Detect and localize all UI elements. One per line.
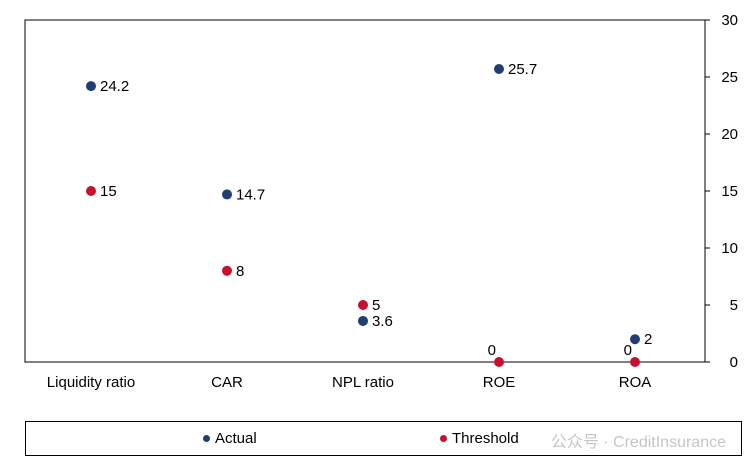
- legend-item-threshold: Threshold: [440, 422, 519, 455]
- data-label-actual: 3.6: [372, 313, 393, 330]
- y-tick-label: 15: [721, 183, 738, 200]
- data-label-actual: 25.7: [508, 61, 537, 78]
- plot-area-frame: [24, 19, 706, 363]
- data-point-threshold: [494, 357, 504, 367]
- data-label-threshold: 0: [624, 342, 632, 359]
- y-tick-label: 25: [721, 69, 738, 86]
- legend: Actual Threshold: [25, 421, 742, 456]
- legend-marker-threshold: [440, 435, 447, 442]
- y-tick-label: 10: [721, 240, 738, 257]
- data-points: [86, 64, 640, 367]
- legend-label-threshold: Threshold: [452, 430, 519, 447]
- legend-label-actual: Actual: [215, 430, 257, 447]
- x-tick-label: Liquidity ratio: [47, 374, 135, 391]
- data-label-threshold: 0: [488, 342, 496, 359]
- x-tick-label: NPL ratio: [332, 374, 394, 391]
- data-labels: 24.2 14.7 3.6 25.7 2 15 8 5 0 0: [100, 61, 652, 359]
- data-point-threshold: [358, 300, 368, 310]
- data-point-actual: [86, 81, 96, 92]
- y-tick-label: 30: [721, 12, 738, 29]
- data-label-threshold: 15: [100, 183, 117, 200]
- x-tick-label: ROE: [483, 374, 516, 391]
- data-label-actual: 24.2: [100, 78, 129, 95]
- data-label-actual: 14.7: [236, 186, 265, 203]
- data-label-threshold: 8: [236, 263, 244, 280]
- data-label-actual: 2: [644, 331, 652, 348]
- watermark: 公众号 · CreditInsurance: [550, 434, 726, 451]
- data-point-threshold: [86, 186, 96, 196]
- x-axis: Liquidity ratio CAR NPL ratio ROE ROA: [47, 374, 651, 391]
- legend-marker-actual: [203, 435, 210, 442]
- data-label-threshold: 5: [372, 297, 380, 314]
- data-point-actual: [222, 189, 232, 200]
- y-tick-label: 5: [730, 297, 738, 314]
- data-point-threshold: [630, 357, 640, 367]
- x-tick-label: CAR: [211, 374, 243, 391]
- data-point-threshold: [222, 265, 232, 276]
- data-point-actual: [494, 64, 504, 75]
- data-point-actual: [358, 315, 368, 326]
- y-axis: 0 5 10 15 20 25 30: [705, 12, 738, 371]
- data-point-actual: [630, 334, 640, 345]
- legend-item-actual: Actual: [203, 422, 257, 455]
- y-tick-label: 20: [721, 126, 738, 143]
- x-tick-label: ROA: [619, 374, 652, 391]
- y-tick-label: 0: [730, 354, 738, 371]
